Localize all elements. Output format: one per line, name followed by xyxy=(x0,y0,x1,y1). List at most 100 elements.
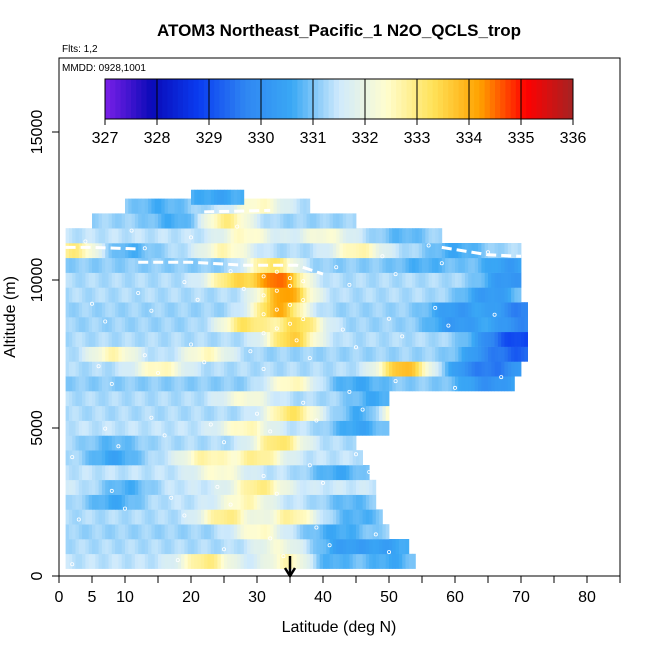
heatmap-cell xyxy=(115,317,119,333)
heatmap-cell xyxy=(207,494,212,510)
heatmap-cell xyxy=(217,376,222,392)
heatmap-cell xyxy=(290,391,294,407)
heatmap-cell xyxy=(148,257,152,273)
heatmap-cell xyxy=(95,524,99,540)
heatmap-cell xyxy=(398,228,403,244)
heatmap-cell xyxy=(230,479,235,495)
heatmap-cell xyxy=(154,198,159,214)
heatmap-cell xyxy=(309,346,314,362)
heatmap-cell xyxy=(111,450,116,466)
heatmap-cell xyxy=(101,450,106,466)
heatmap-cell xyxy=(468,331,472,347)
heatmap-cell xyxy=(309,272,314,288)
heatmap-cell xyxy=(257,391,261,407)
heatmap-cell xyxy=(148,465,152,481)
heatmap-cell xyxy=(323,465,327,481)
heatmap-cell xyxy=(247,317,251,333)
heatmap-cell xyxy=(200,553,205,569)
heatmap-cell xyxy=(118,272,123,288)
heatmap-cell xyxy=(270,257,274,273)
heatmap-cell xyxy=(131,450,136,466)
colorbar-swatch xyxy=(417,79,423,119)
heatmap-cell xyxy=(257,198,261,214)
heatmap-cell xyxy=(286,539,291,555)
heatmap-cell xyxy=(455,361,459,377)
sample-point xyxy=(90,301,95,306)
heatmap-cell xyxy=(98,391,103,407)
heatmap-cell xyxy=(260,243,264,259)
heatmap-cell xyxy=(161,405,165,421)
heatmap-cell xyxy=(164,435,169,451)
colorbar-swatch xyxy=(136,79,142,119)
heatmap-cell xyxy=(336,317,340,333)
heatmap-cell xyxy=(171,420,175,436)
heatmap-cell xyxy=(105,494,109,510)
heatmap-cell xyxy=(161,494,165,510)
heatmap-cell xyxy=(478,302,482,318)
heatmap-cell xyxy=(227,213,231,229)
heatmap-cell xyxy=(158,465,162,481)
heatmap-cell xyxy=(65,287,70,303)
heatmap-cell xyxy=(220,539,225,555)
heatmap-cell xyxy=(356,479,360,495)
heatmap-cell xyxy=(464,257,469,273)
heatmap-cell xyxy=(296,243,301,259)
heatmap-cell xyxy=(85,509,90,525)
heatmap-cell xyxy=(428,243,433,259)
heatmap-cell xyxy=(88,450,93,466)
heatmap-cell xyxy=(92,494,96,510)
heatmap-cell xyxy=(187,524,192,540)
heatmap-cell xyxy=(191,494,195,510)
heatmap-cell xyxy=(461,257,466,273)
heatmap-cell xyxy=(309,553,314,569)
colorbar: 327 328 329 330 331 332 333 334 335 336 xyxy=(92,78,586,147)
heatmap-cell xyxy=(158,243,162,259)
heatmap-cell xyxy=(200,435,205,451)
heatmap-cell xyxy=(237,317,241,333)
heatmap-cell xyxy=(332,539,337,555)
colorbar-swatch xyxy=(266,79,272,119)
heatmap-cell xyxy=(323,509,327,525)
colorbar-swatch xyxy=(224,79,231,119)
heatmap-cell xyxy=(68,376,73,392)
heatmap-cell xyxy=(481,257,486,273)
heatmap-cell xyxy=(161,479,165,495)
heatmap-cell xyxy=(161,257,165,273)
heatmap-cell xyxy=(349,553,354,569)
heatmap-cell xyxy=(105,539,109,555)
heatmap-cell xyxy=(299,198,304,214)
heatmap-cell xyxy=(95,346,99,362)
heatmap-cell xyxy=(309,361,314,377)
heatmap-cell xyxy=(144,272,149,288)
x-tick-label: 10 xyxy=(116,589,134,606)
heatmap-cell xyxy=(138,213,142,229)
heatmap-cell xyxy=(286,450,291,466)
heatmap-cell xyxy=(65,391,70,407)
heatmap-cell xyxy=(138,376,142,392)
heatmap-cell xyxy=(68,435,73,451)
heatmap-cell xyxy=(181,524,185,540)
heatmap-cell xyxy=(514,243,519,259)
sample-point xyxy=(347,282,352,287)
heatmap-cell xyxy=(138,287,142,303)
heatmap-cell xyxy=(339,450,344,466)
heatmap-cell xyxy=(207,287,212,303)
heatmap-cell xyxy=(184,450,189,466)
heatmap-cell xyxy=(111,479,116,495)
heatmap-cell xyxy=(290,361,294,377)
heatmap-cell xyxy=(108,346,113,362)
heatmap-cell xyxy=(210,198,215,214)
heatmap-cell xyxy=(362,553,367,569)
heatmap-cell xyxy=(75,243,80,259)
heatmap-cell xyxy=(488,243,492,259)
heatmap-cell xyxy=(88,494,93,510)
heatmap-cell xyxy=(316,317,321,333)
heatmap-cell xyxy=(141,243,146,259)
heatmap-cell xyxy=(247,479,251,495)
heatmap-cell xyxy=(283,435,288,451)
heatmap-cell xyxy=(194,302,198,318)
heatmap-cell xyxy=(148,272,152,288)
heatmap-cell xyxy=(177,479,182,495)
heatmap-cell xyxy=(458,376,462,392)
heatmap-cell xyxy=(349,228,354,244)
